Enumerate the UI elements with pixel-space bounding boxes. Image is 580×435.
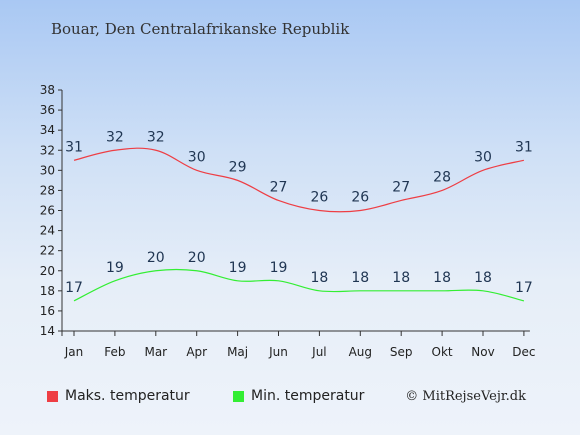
y-tick-label: 38 bbox=[40, 83, 55, 97]
data-label-max: 27 bbox=[392, 179, 410, 195]
credit-text: © MitRejseVejr.dk bbox=[405, 389, 526, 404]
y-tick-label: 14 bbox=[40, 324, 55, 338]
series-line-min bbox=[73, 268, 525, 302]
data-label-max: 31 bbox=[65, 139, 83, 155]
y-tick-label: 20 bbox=[40, 264, 55, 278]
x-tick-label: Okt bbox=[432, 345, 453, 359]
data-label-min: 20 bbox=[147, 250, 165, 266]
legend-item-max: Maks. temperatur bbox=[47, 388, 190, 404]
data-label-min: 18 bbox=[474, 270, 492, 286]
x-tick-label: Nov bbox=[471, 345, 494, 359]
x-tick-label: Sep bbox=[390, 345, 413, 359]
data-label-max: 26 bbox=[310, 190, 328, 206]
data-label-min: 18 bbox=[392, 270, 410, 286]
data-label-max: 26 bbox=[351, 190, 369, 206]
x-tick-label: Feb bbox=[104, 345, 125, 359]
y-tick-label: 26 bbox=[40, 204, 55, 218]
legend-label-min: Min. temperatur bbox=[251, 388, 365, 404]
x-tick-label: Aug bbox=[349, 345, 372, 359]
data-label-min: 17 bbox=[65, 280, 83, 296]
y-tick-label: 16 bbox=[40, 304, 55, 318]
legend-item-min: Min. temperatur bbox=[233, 388, 364, 404]
data-label-min: 19 bbox=[270, 260, 288, 276]
data-label-min: 18 bbox=[310, 270, 328, 286]
y-tick-label: 34 bbox=[40, 123, 55, 137]
chart-title: Bouar, Den Centralafrikanske Republik bbox=[51, 20, 350, 38]
x-tick-label: Apr bbox=[186, 345, 207, 359]
data-label-max: 27 bbox=[270, 179, 288, 195]
y-tick-label: 32 bbox=[40, 143, 55, 157]
y-tick-label: 36 bbox=[40, 103, 55, 117]
series-line-max bbox=[73, 147, 525, 213]
data-label-max: 32 bbox=[147, 129, 165, 145]
x-tick-label: Dec bbox=[512, 345, 535, 359]
x-tick-label: Jan bbox=[64, 345, 84, 359]
data-label-max: 28 bbox=[433, 169, 451, 185]
data-label-min: 19 bbox=[106, 260, 124, 276]
data-label-max: 30 bbox=[474, 149, 492, 165]
data-label-min: 18 bbox=[433, 270, 451, 286]
x-tick-label: Maj bbox=[227, 345, 248, 359]
y-tick-label: 18 bbox=[40, 284, 55, 298]
data-label-min: 20 bbox=[188, 250, 206, 266]
legend-label-max: Maks. temperatur bbox=[65, 388, 190, 404]
y-tick-label: 30 bbox=[40, 163, 55, 177]
data-label-min: 17 bbox=[515, 280, 533, 296]
x-tick-label: Jun bbox=[268, 345, 288, 359]
y-tick-label: 28 bbox=[40, 183, 55, 197]
data-label-max: 29 bbox=[229, 159, 247, 175]
x-tick-label: Jul bbox=[311, 345, 326, 359]
data-label-min: 18 bbox=[351, 270, 369, 286]
x-tick-label: Mar bbox=[144, 345, 167, 359]
data-label-max: 30 bbox=[188, 149, 206, 165]
y-tick-label: 24 bbox=[40, 224, 55, 238]
legend-swatch-min bbox=[233, 390, 244, 402]
data-label-max: 32 bbox=[106, 129, 124, 145]
data-label-min: 19 bbox=[229, 260, 247, 276]
legend-swatch-max bbox=[47, 390, 58, 402]
y-tick-label: 22 bbox=[40, 244, 55, 258]
data-label-max: 31 bbox=[515, 139, 533, 155]
